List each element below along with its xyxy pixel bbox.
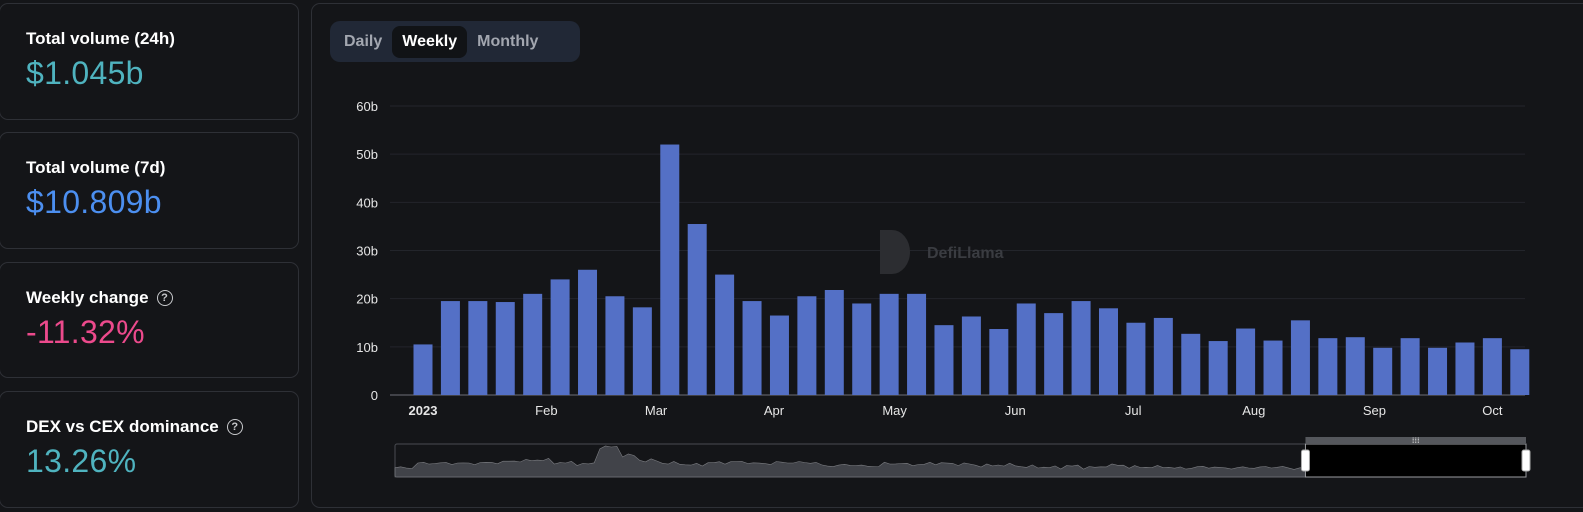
chart-bar[interactable] [1153,317,1173,395]
x-tick-label: Aug [1242,403,1265,418]
chart-bar[interactable] [961,316,981,395]
x-tick-label: 2023 [409,403,438,418]
x-tick-label: Sep [1363,403,1386,418]
stat-card: Total volume (24h) $1.045b [0,3,299,120]
x-tick-label: Oct [1482,403,1503,418]
stat-value: -11.32% [26,314,145,350]
question-circle-icon[interactable]: ? [156,290,173,306]
y-tick-label: 0 [371,388,378,403]
watermark-text: DefiLlama [927,245,1004,262]
chart-bar[interactable] [907,293,927,395]
defillama-watermark: DefiLlama [880,230,1004,274]
chart-bar[interactable] [1373,347,1393,395]
chart-bar[interactable] [1236,328,1256,395]
x-tick-label: Mar [645,403,668,418]
chart-bar[interactable] [1428,347,1448,395]
stat-card: DEX vs CEX dominance? 13.26% [0,391,299,508]
stat-label: Weekly change? [26,288,298,308]
stat-label-text: Total volume (24h) [26,29,175,48]
chart-bar[interactable] [1016,303,1036,395]
chart-bar[interactable] [1044,313,1064,395]
chart-bar[interactable] [934,325,954,395]
llama-logo-icon [880,230,910,274]
chart-panel: Daily Weekly Monthly [311,3,1583,508]
chart-bar[interactable] [523,293,543,395]
zoom-left-handle[interactable] [1300,449,1310,472]
chart-bar[interactable] [852,303,872,395]
stat-value: $1.045b [26,55,144,91]
stat-value: 13.26% [26,443,137,479]
chart-bar[interactable] [1263,340,1283,395]
chart-bar[interactable] [605,296,625,395]
stat-label: DEX vs CEX dominance? [26,417,298,437]
chart-bar[interactable] [495,302,515,395]
chart-bar[interactable] [1126,322,1146,395]
zoom-selected-window[interactable] [1304,443,1527,478]
chart-bar[interactable] [1510,349,1530,395]
x-tick-label: Jun [1005,403,1026,418]
chart-bar[interactable] [1071,301,1091,395]
y-tick-label: 50b [356,147,378,162]
y-tick-label: 20b [356,292,378,307]
chart-bar[interactable] [797,296,817,395]
chart-bar[interactable] [1290,320,1310,395]
chart-bar[interactable] [578,269,598,395]
zoom-move-handle[interactable] [1305,437,1526,444]
y-tick-label: 30b [356,244,378,259]
x-tick-label: May [882,403,907,418]
chart-bar[interactable] [1181,333,1201,395]
question-circle-icon[interactable]: ? [226,419,243,435]
x-tick-label: Feb [535,403,557,418]
chart-bar[interactable] [687,224,707,395]
chart-bar[interactable] [1099,308,1118,395]
chart-bar[interactable] [1208,341,1228,395]
stat-value: $10.809b [26,184,162,220]
stat-label-text: Total volume (7d) [26,158,166,177]
toggle-weekly[interactable]: Weekly [392,25,468,58]
stat-card: Total volume (7d) $10.809b [0,132,299,249]
chart-bar[interactable] [413,344,433,395]
chart-bar[interactable] [468,301,488,395]
stat-label-text: Weekly change [26,288,149,307]
chart-bar[interactable] [879,293,899,395]
chart-bar[interactable] [1400,338,1420,395]
toggle-daily[interactable]: Daily [344,32,383,50]
chart-bar[interactable] [1318,338,1338,395]
chart-bar[interactable] [632,307,652,395]
y-tick-label: 10b [356,340,378,355]
chart-bar[interactable] [989,329,1009,395]
x-tick-label: Jul [1125,403,1142,418]
zoom-right-handle[interactable] [1521,449,1531,472]
chart-bar[interactable] [660,144,680,395]
stat-label-text: DEX vs CEX dominance [26,417,219,436]
zoom-preview-area [394,445,1306,478]
chart-bar[interactable] [1345,337,1365,395]
stat-label: Total volume (7d) [26,158,298,178]
chart-bar[interactable] [1455,342,1475,395]
chart-bar[interactable] [550,279,570,395]
y-tick-label: 40b [356,195,378,210]
grip-icon: ⁞⁞⁞ [1412,436,1420,445]
chart-bar[interactable] [715,274,735,395]
toggle-monthly[interactable]: Monthly [477,32,539,50]
chart-bar[interactable] [742,301,762,395]
y-tick-label: 60b [356,99,378,114]
chart-bar[interactable] [769,315,789,395]
stat-label: Total volume (24h) [26,29,298,49]
stat-card: Weekly change? -11.32% [0,262,299,378]
chart-bar[interactable] [440,301,460,395]
x-tick-label: Apr [764,403,785,418]
chart-bar[interactable] [1482,338,1502,395]
period-toggle: Daily Weekly Monthly [330,21,580,62]
chart-bar[interactable] [824,289,844,395]
